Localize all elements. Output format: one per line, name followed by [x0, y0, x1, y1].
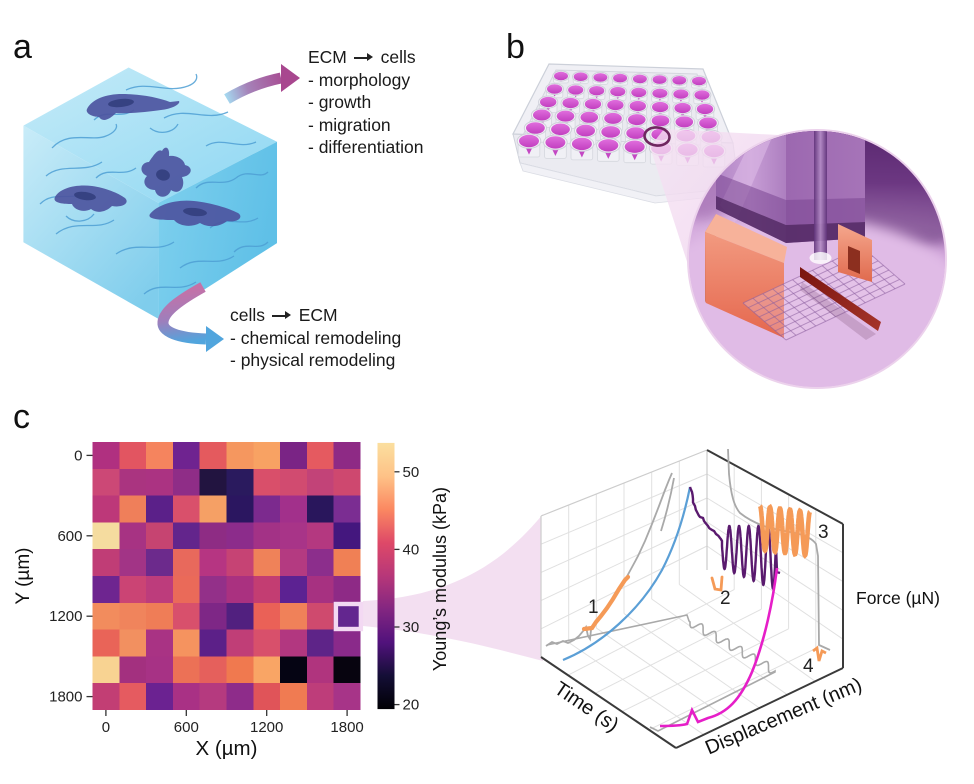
svg-text:1200: 1200: [250, 719, 283, 736]
svg-text:1800: 1800: [330, 719, 363, 736]
svg-text:30: 30: [403, 619, 420, 636]
svg-text:600: 600: [57, 528, 82, 545]
svg-text:4: 4: [803, 656, 814, 677]
svg-text:50: 50: [403, 464, 420, 481]
svg-text:0: 0: [102, 719, 110, 736]
svg-text:Y (µm): Y (µm): [13, 547, 34, 604]
svg-text:600: 600: [174, 719, 199, 736]
svg-text:0: 0: [74, 447, 82, 464]
svg-text:20: 20: [403, 697, 420, 714]
svg-text:1800: 1800: [49, 689, 82, 706]
svg-text:3: 3: [818, 522, 829, 543]
svg-text:40: 40: [403, 541, 420, 558]
svg-text:1200: 1200: [49, 608, 82, 625]
svg-text:X (µm): X (µm): [196, 737, 258, 760]
svg-text:Young’s modulus (kPa): Young’s modulus (kPa): [430, 487, 450, 671]
svg-text:1: 1: [588, 597, 599, 618]
svg-text:Force (µN): Force (µN): [856, 588, 940, 608]
svg-text:2: 2: [720, 588, 731, 609]
